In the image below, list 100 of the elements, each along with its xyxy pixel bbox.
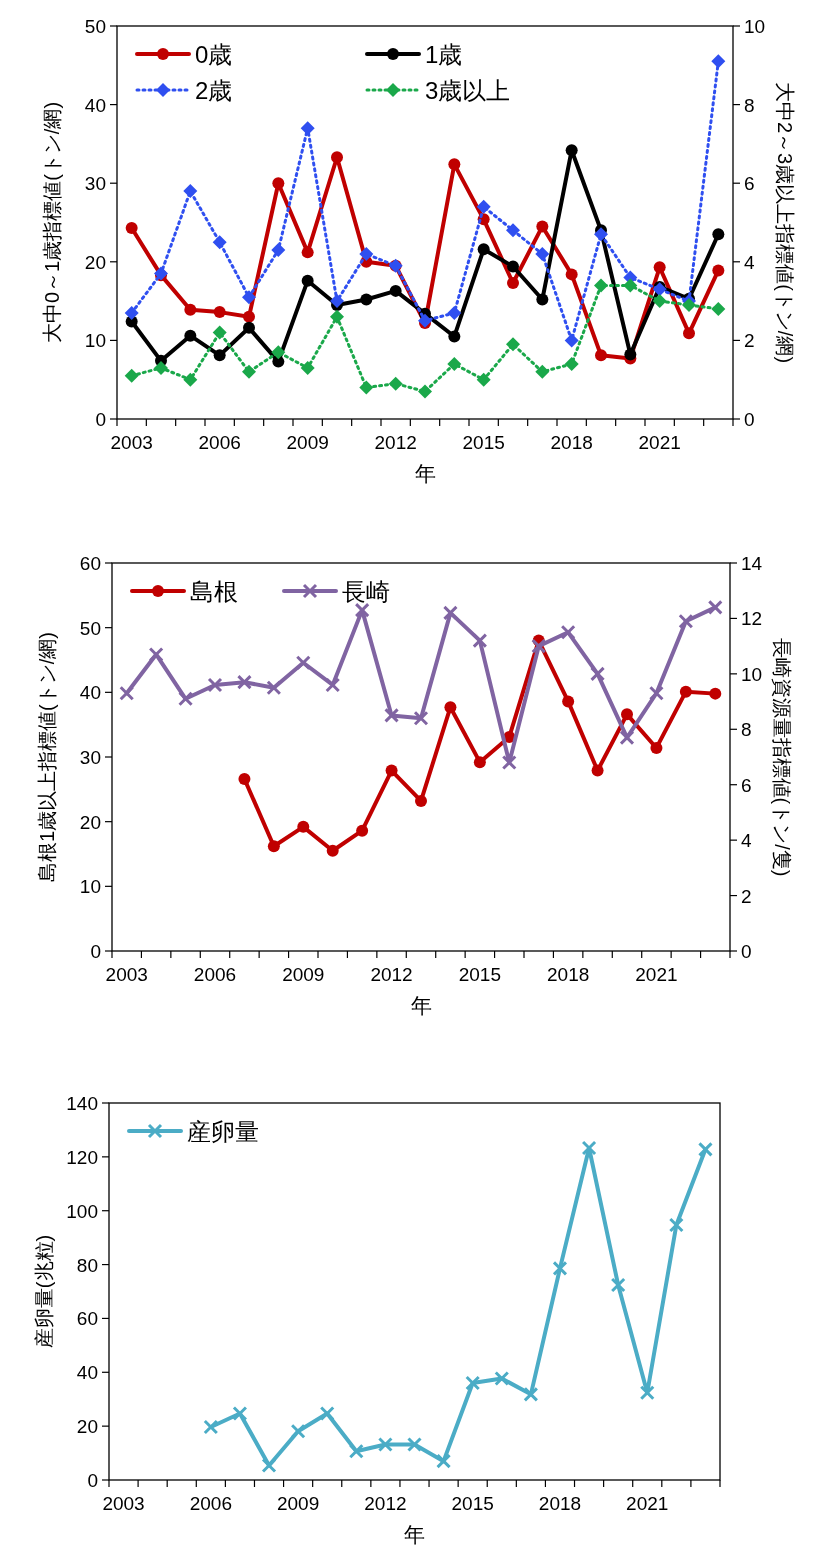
x-tick-label: 2003 <box>102 1493 145 1514</box>
point <box>531 638 547 654</box>
point <box>388 376 403 391</box>
point <box>124 305 139 320</box>
y2-tick-label: 8 <box>744 94 755 116</box>
point <box>271 345 286 360</box>
point <box>359 246 374 261</box>
point <box>711 301 726 316</box>
y-tick-label: 60 <box>76 1308 98 1330</box>
point <box>712 264 725 277</box>
point <box>261 1457 277 1473</box>
point <box>359 380 374 395</box>
point <box>385 764 398 777</box>
point <box>564 333 579 348</box>
x-axis-title: 年 <box>404 1523 425 1546</box>
point <box>330 294 344 309</box>
point <box>447 356 462 371</box>
point <box>679 685 692 698</box>
point <box>407 1436 422 1452</box>
point <box>415 794 427 807</box>
point <box>331 151 343 164</box>
point <box>595 349 607 362</box>
y2-tick-label: 6 <box>744 173 755 195</box>
point <box>319 1405 335 1421</box>
point <box>507 260 519 273</box>
point <box>639 1385 655 1401</box>
y-tick-label: 0 <box>95 409 106 430</box>
point <box>295 655 311 671</box>
point <box>594 278 608 293</box>
point <box>418 384 432 399</box>
x-tick-label: 2018 <box>538 1493 582 1514</box>
point <box>356 824 369 837</box>
point <box>271 243 286 258</box>
point <box>238 772 251 785</box>
y-tick-label: 40 <box>76 1362 98 1384</box>
point <box>472 633 488 649</box>
point <box>476 372 491 387</box>
y-tick-label: 80 <box>76 1254 98 1276</box>
y2-tick-label: 4 <box>744 251 755 273</box>
point <box>183 184 198 199</box>
point <box>242 290 256 305</box>
point <box>448 158 461 171</box>
point <box>707 599 723 615</box>
point <box>712 228 725 241</box>
x-tick-label: 2018 <box>550 432 593 453</box>
y-tick-label: 40 <box>79 682 101 704</box>
y-tick-label: 120 <box>66 1146 98 1168</box>
legend-label: 産卵量 <box>187 1118 259 1145</box>
point <box>212 325 227 340</box>
point <box>444 701 457 714</box>
point <box>473 756 486 769</box>
legend-label: 3歳以上 <box>425 77 511 104</box>
point <box>301 246 314 259</box>
x-tick-label: 2012 <box>364 1493 407 1514</box>
point <box>562 695 575 708</box>
legend-label: 島根 <box>190 578 238 605</box>
y-tick-label: 10 <box>79 876 101 898</box>
y-tick-label: 10 <box>84 330 106 352</box>
point <box>648 685 664 701</box>
point <box>325 677 341 693</box>
point <box>384 707 400 723</box>
x-tick-label: 2015 <box>458 964 501 985</box>
point <box>581 1140 597 1156</box>
point <box>565 268 578 281</box>
point <box>297 820 310 833</box>
point <box>236 674 252 690</box>
y2-tick-label: 8 <box>741 719 752 741</box>
point <box>560 624 576 640</box>
point <box>610 1277 626 1293</box>
y-tick-label: 0 <box>90 941 101 962</box>
point <box>154 360 168 375</box>
point <box>652 294 667 309</box>
point <box>591 764 604 777</box>
point <box>207 677 223 693</box>
y2-tick-label: 6 <box>741 774 752 796</box>
y-tick-label: 100 <box>66 1200 98 1222</box>
point <box>232 1405 248 1421</box>
y2-tick-label: 2 <box>744 330 755 352</box>
y-tick-label: 140 <box>66 1093 98 1114</box>
y-axis-title: 産卵量(兆粒) <box>33 1234 55 1349</box>
point <box>389 284 402 297</box>
point <box>619 730 635 746</box>
y2-tick-label: 10 <box>744 16 766 37</box>
point <box>354 602 370 618</box>
point <box>447 305 462 320</box>
point <box>465 1375 481 1391</box>
y-axis-title: 島根1歳以上指標値(トン/網) <box>36 632 58 882</box>
point <box>477 243 490 256</box>
x-tick-label: 2012 <box>374 432 417 453</box>
point <box>272 177 285 190</box>
point <box>652 282 667 297</box>
point <box>119 685 135 701</box>
point <box>243 310 255 323</box>
point <box>436 1453 452 1469</box>
point <box>290 1423 306 1439</box>
legend-label: 2歳 <box>195 77 233 104</box>
point <box>213 349 226 362</box>
point <box>124 368 139 383</box>
point <box>448 330 461 343</box>
x-tick-label: 2021 <box>638 432 681 453</box>
